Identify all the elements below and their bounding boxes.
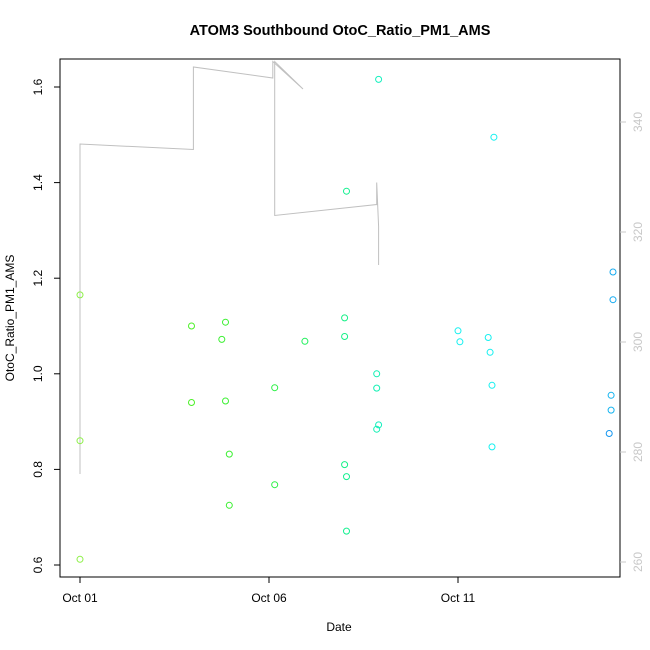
data-point [373,425,381,433]
data-point [488,443,496,451]
x-tick-label: Oct 06 [251,591,287,605]
data-point [222,397,229,405]
y-axis: 0.6 0.8 1.0 1.2 1.4 1.6 [31,78,60,573]
data-point [454,327,462,335]
data-point [341,333,349,340]
chart-title: ATOM3 Southbound OtoC_Ratio_PM1_AMS [190,23,491,39]
data-point [225,450,233,458]
data-point [341,461,349,469]
data-point [343,473,350,481]
y-tick-label: 1.2 [31,270,45,287]
y-tick-label: 0.8 [31,461,45,478]
data-point [488,381,496,389]
y-tick-label: 1.4 [31,174,45,191]
x-tick-label: Oct 01 [62,591,98,605]
data-point [375,75,383,83]
y-tick-label: 0.6 [31,556,45,573]
data-point [607,391,615,399]
y2-tick-label: 340 [631,112,645,132]
y-tick-label: 1.0 [31,365,45,382]
data-point [486,348,494,356]
data-point [76,555,84,563]
data-point [343,527,350,535]
data-point [271,481,279,489]
y2-tick-label: 300 [631,332,645,352]
line-series-layer [79,60,380,474]
data-point [456,338,464,346]
data-point [76,437,84,445]
data-point [222,318,229,326]
y2-tick-label: 320 [631,222,645,242]
y-axis-right: 260 280 300 320 340 [620,112,645,572]
x-tick-label: Oct 11 [441,591,476,605]
y2-tick-label: 280 [631,442,645,462]
data-point [343,187,350,195]
x-axis: Oct 01 Oct 06 Oct 11 [62,577,476,605]
point-series-layer [76,75,617,563]
data-point [218,335,226,343]
data-point [188,322,195,330]
data-point [341,314,349,322]
data-point [76,291,84,299]
data-point [225,501,233,509]
data-point [271,384,279,392]
y-tick-label: 1.6 [31,78,45,95]
data-point [188,399,195,406]
y-axis-label: OtoC_Ratio_PM1_AMS [3,255,17,382]
data-point [609,296,617,304]
x-axis-label: Date [326,620,352,634]
data-point [609,268,617,276]
data-point [301,337,309,345]
data-point [605,430,613,437]
plot-frame [59,58,621,578]
y2-tick-label: 260 [631,552,645,572]
line-series [79,60,380,474]
data-point [607,406,615,414]
data-point [490,133,498,141]
data-point [373,384,381,392]
data-point [484,334,492,341]
data-point [375,421,383,429]
data-point [373,370,381,378]
